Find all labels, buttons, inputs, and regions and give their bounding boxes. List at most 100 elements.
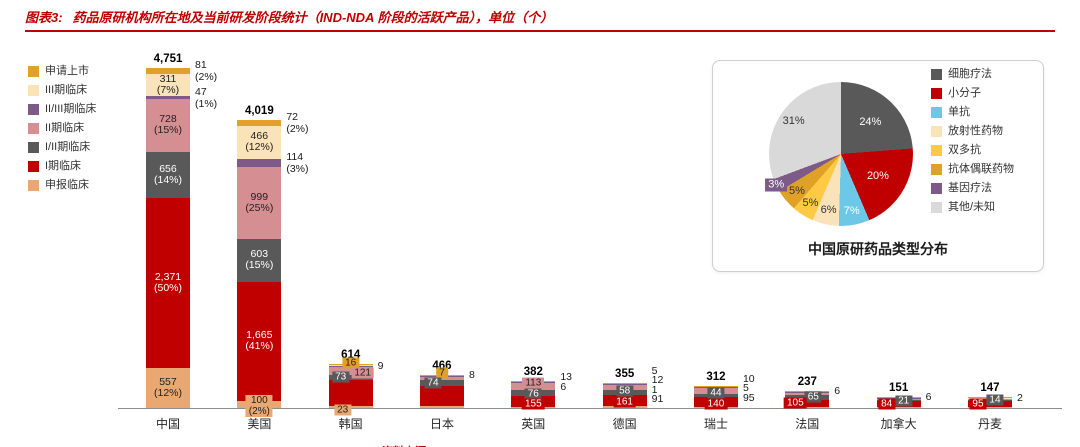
bar-segment-申报临床 [419, 406, 464, 408]
legend-label: 申请上市 [45, 65, 89, 77]
pie-slice-label: 7% [843, 204, 860, 217]
bar-segment-II期临床 [328, 366, 373, 375]
legend-item-小分子: 小分子 [931, 88, 1014, 99]
segment-badge: 84 [878, 398, 896, 410]
bar-segment-III期临床 [602, 382, 647, 384]
segment-badge: 76 [524, 388, 542, 400]
legend-item-II/III期临床: II/III期临床 [28, 104, 96, 115]
segment-badge: 73 [332, 371, 350, 383]
segment-annotation: 47 (1%) [195, 85, 218, 110]
legend-label: 其他/未知 [948, 201, 996, 213]
legend-swatch-II/III期临床 [28, 104, 39, 115]
legend-item-申报临床: 申报临床 [28, 180, 96, 191]
pie-legend: 细胞疗法小分子单抗放射性药物双多抗抗体偶联药物 基因疗法其他/未知 [931, 69, 1014, 221]
segment-annotation: 6 [925, 391, 932, 404]
pie-slice-label: 24% [859, 116, 882, 129]
legend-swatch-放射性药物 [931, 126, 942, 137]
axis-category: 法国 [795, 417, 820, 431]
legend-label: 单抗 [948, 106, 970, 118]
legend-label: 基因疗法 [948, 182, 992, 194]
bar-segment-I期临床 [328, 380, 373, 407]
legend-label: 抗体偶联药物 [948, 163, 1014, 175]
segment-annotation: 6 [560, 380, 567, 393]
legend-swatch-申报临床 [28, 180, 39, 191]
legend-item-双多抗: 双多抗 [931, 145, 1014, 156]
legend-item-基因疗法: 基因疗法 [931, 183, 1014, 194]
segment-annotation: 1 [651, 383, 658, 396]
legend-item-细胞疗法: 细胞疗法 [931, 69, 1014, 80]
source-note-clipped: 资料来源： [382, 443, 437, 447]
bar-segment-申报临床: 557 (12%) [146, 368, 190, 408]
segment-annotation: 81 (2%) [195, 58, 218, 83]
bar-segment-申报临床 [785, 407, 830, 408]
segment-annotation: 91 [651, 393, 664, 406]
axis-category: 丹麦 [977, 417, 1002, 431]
legend-label: 放射性药物 [948, 125, 1003, 137]
bar-segment-I/II期临床: 603 (15%) [237, 238, 282, 282]
legend-item-其他/未知: 其他/未知 [931, 202, 1014, 213]
segment-annotation: 12 [651, 374, 664, 387]
pie-slice-label: 31% [782, 115, 805, 128]
legend-label: II/III期临床 [45, 103, 97, 115]
segment-label: 1,665 (41%) [245, 329, 274, 353]
bar-segment-申请上市 [146, 68, 190, 74]
axis-category: 加拿大 [880, 417, 917, 431]
segment-annotation: 10 [742, 372, 755, 385]
legend-label: 双多抗 [948, 144, 981, 156]
segment-annotation: 5 [651, 364, 658, 377]
bar-total: 4,751 [153, 53, 183, 65]
legend-item-II期临床: II期临床 [28, 123, 96, 134]
legend-label: I期临床 [45, 160, 82, 172]
bar-segment-I期临床 [785, 399, 830, 408]
segment-badge: 14 [986, 394, 1004, 406]
segment-label: 311 (7%) [156, 72, 180, 96]
segment-badge: 105 [783, 397, 807, 409]
bar-segment-II期临床: 999 (25%) [237, 167, 282, 239]
x-axis-line [118, 408, 1062, 409]
segment-badge: 95 [969, 398, 987, 410]
legend-label: 细胞疗法 [948, 68, 992, 80]
bar-total: 147 [980, 382, 1000, 395]
legend-swatch-双多抗 [931, 145, 942, 156]
bar-segment-II/III期临床 [693, 386, 738, 388]
segment-badge: 161 [613, 396, 636, 408]
legend-swatch-细胞疗法 [931, 69, 942, 80]
bar-total: 151 [889, 382, 909, 395]
bar-chart-legend: 申请上市 III期临床 II/III期临床 II期临床 I/II期临床 I期临床 申报临床 [28, 66, 96, 199]
axis-category: 美国 [247, 417, 272, 431]
legend-label: 小分子 [948, 87, 981, 99]
bar-segment-I期临床: 1,665 (41%) [237, 281, 282, 401]
legend-swatch-小分子 [931, 88, 942, 99]
segment-annotation: 9 [377, 359, 384, 372]
legend-item-抗体偶联药物: 抗体偶联药物 [931, 164, 1014, 175]
axis-category: 瑞士 [703, 417, 728, 431]
legend-swatch-其他/未知 [931, 202, 942, 213]
legend-label: I/II期临床 [45, 141, 91, 153]
legend-swatch-II期临床 [28, 123, 39, 134]
legend-swatch-III期临床 [28, 85, 39, 96]
bar-segment-申请上市 [237, 120, 282, 126]
bar-segment-I/II期临床 [328, 374, 373, 380]
bar-segment-II/III期临床 [237, 158, 282, 168]
pie-caption: 中国原研药品类型分布 [808, 241, 948, 257]
axis-category: 韩国 [338, 417, 363, 431]
segment-annotation: 2 [1016, 391, 1023, 404]
segment-annotation: 5 [742, 382, 749, 395]
axis-category: 英国 [521, 417, 546, 431]
bar-segment-I期临床: 2,371 (50%) [146, 198, 190, 369]
bar-segment-II/III期临床 [146, 96, 190, 100]
segment-badge: 140 [704, 398, 728, 410]
segment-badge: 74 [424, 377, 442, 389]
segment-annotation: 8 [468, 369, 475, 382]
segment-annotation: 6 [834, 385, 841, 398]
segment-badge: 121 [351, 367, 374, 379]
segment-label: 466 (12%) [245, 130, 274, 154]
pie-slice-label: 5% [802, 196, 819, 209]
bar-total: 355 [615, 367, 635, 380]
axis-category: 日本 [429, 417, 454, 431]
bar-total: 4,019 [244, 105, 274, 118]
legend-swatch-单抗 [931, 107, 942, 118]
bar-segment-I/II期临床 [419, 380, 464, 386]
legend-item-申请上市: 申请上市 [28, 66, 96, 77]
